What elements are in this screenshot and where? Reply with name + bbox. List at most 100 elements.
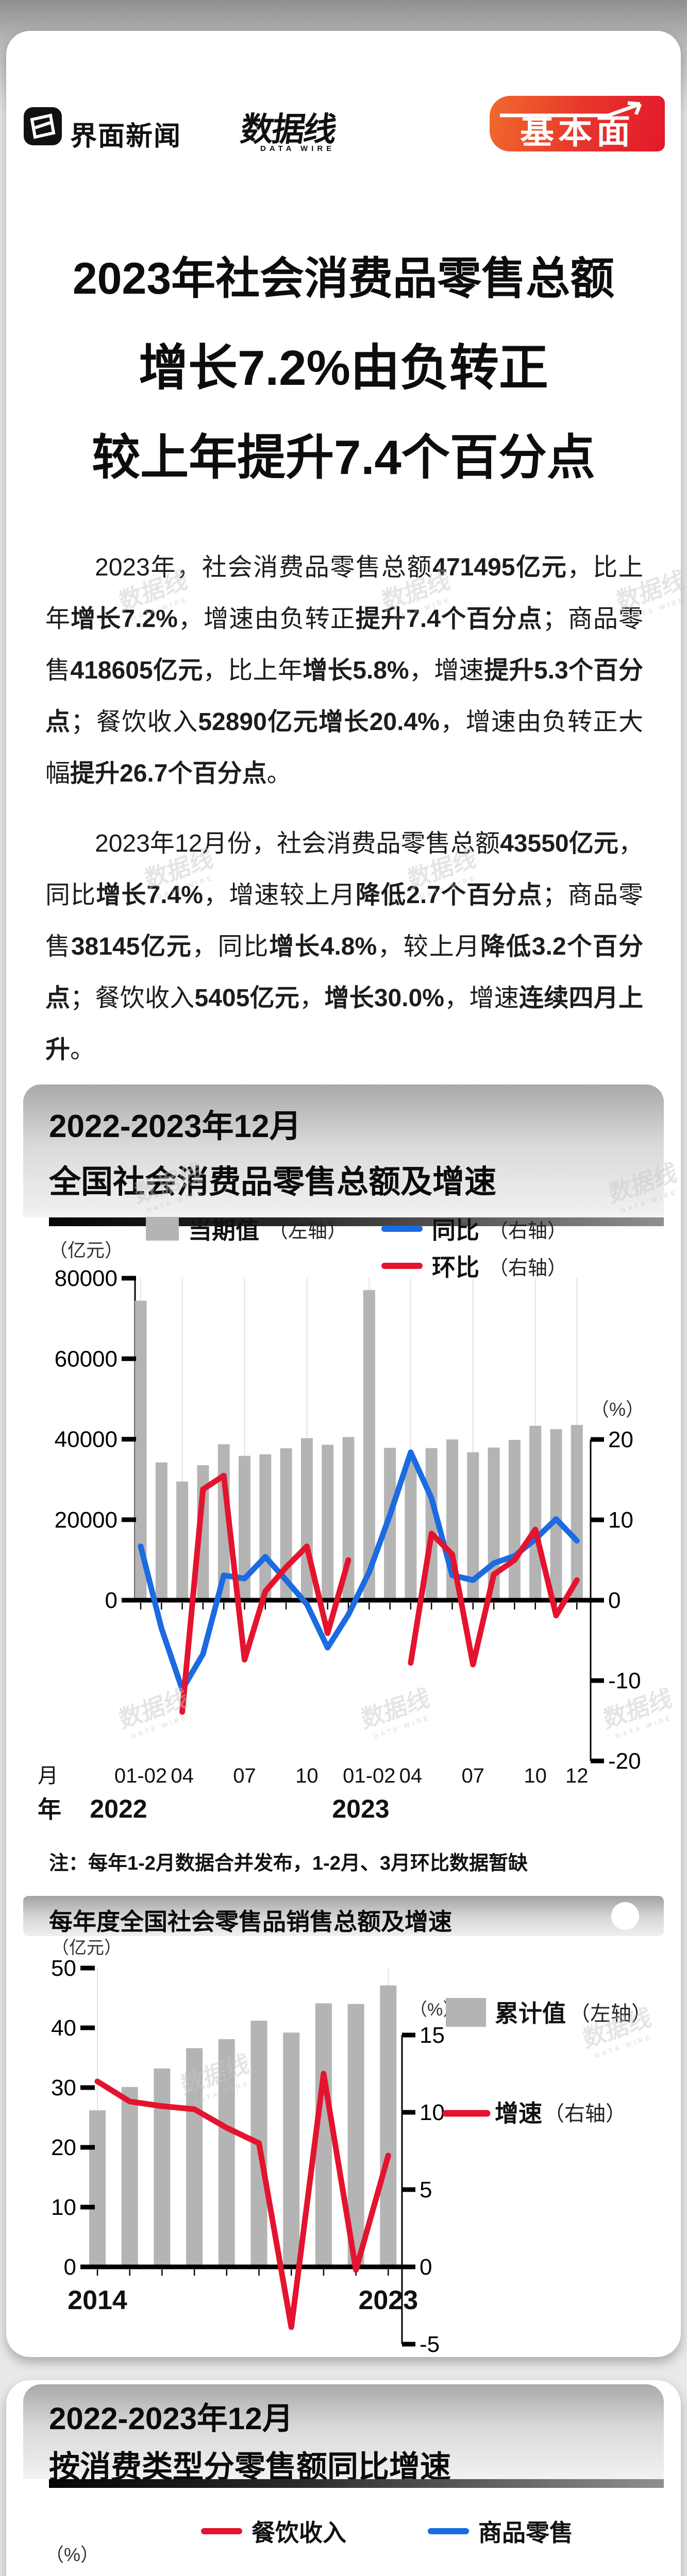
- svg-text:01-02: 01-02: [114, 1765, 167, 1787]
- intro-paragraph-2: 2023年12月份，社会消费品零售总额43550亿元，同比增长7.4%，增速较上…: [45, 818, 643, 1076]
- highlight-value: 连续四月上升: [45, 985, 643, 1063]
- legend-item-商品零售: 商品零售: [428, 2514, 573, 2548]
- highlight-value: 43550亿元: [500, 830, 618, 857]
- svg-text:80000: 80000: [55, 1266, 118, 1291]
- legend-label: 商品零售: [478, 2519, 573, 2546]
- svg-text:01-02: 01-02: [343, 1765, 395, 1787]
- highlight-value: 471495亿元: [432, 554, 567, 581]
- highlight-value: 增长30.0%: [324, 985, 444, 1012]
- svg-text:累计值: 累计值: [495, 2000, 566, 2027]
- svg-text:0: 0: [105, 1588, 118, 1613]
- svg-text:10: 10: [608, 1507, 633, 1533]
- svg-text:20: 20: [51, 2135, 76, 2160]
- legend-label: 环比: [432, 1254, 479, 1281]
- svg-text:0: 0: [64, 2255, 76, 2280]
- legend-item-餐饮收入: 餐饮收入: [201, 2514, 346, 2548]
- legend-item-环比: 环比 （右轴）: [381, 1249, 567, 1283]
- svg-text:60000: 60000: [55, 1346, 118, 1371]
- line-swatch-icon: [381, 1226, 423, 1232]
- body-text: 2023年12月份，社会消费品零售总额: [95, 830, 500, 857]
- bar-swatch-icon: [146, 1217, 179, 1241]
- body-text: ，增速较上月: [203, 882, 356, 909]
- jiemian-news-wordmark: 界面新闻: [70, 122, 182, 151]
- svg-text:40: 40: [51, 2015, 76, 2041]
- svg-text:年: 年: [38, 1796, 61, 1823]
- intro-paragraph-1: 2023年，社会消费品零售总额471495亿元，比上年增长7.2%，增速由负转正…: [45, 542, 643, 800]
- highlight-value: 增长5.8%: [303, 657, 409, 684]
- legend-axis-hint: （左轴）: [269, 1220, 347, 1242]
- legend-label: 同比: [432, 1217, 479, 1244]
- chart1-header-band: 2022-2023年12月 全国社会消费品零售总额及增速: [23, 1084, 664, 1217]
- svg-text:2022: 2022: [90, 1794, 147, 1823]
- body-text: ，比上年: [203, 657, 303, 684]
- body-text: ；商品零售: [45, 605, 643, 684]
- svg-text:-20: -20: [608, 1749, 641, 1774]
- jibenmian-badge-text: 基本面: [520, 112, 634, 150]
- jiemian-glyph-icon: [30, 113, 56, 139]
- svg-text:（亿元）: （亿元）: [52, 1938, 122, 1958]
- body-text: ，比上年: [45, 554, 643, 633]
- line-swatch-icon: [381, 1263, 423, 1269]
- datawire-wordmark: 数据线: [238, 111, 338, 148]
- highlight-value: 降低2.7个百分点: [355, 882, 543, 909]
- page-title-line-3: 较上年提升7.4个百分点: [92, 430, 595, 484]
- highlight-value: 降低3.2个百分点: [45, 933, 643, 1012]
- chart1-title-line-2: 全国社会消费品零售总额及增速: [49, 1164, 497, 1200]
- svg-text:04: 04: [171, 1765, 194, 1787]
- highlight-value: 5405亿元: [194, 985, 300, 1012]
- chart3-left-axis-unit: （%）: [45, 2544, 99, 2565]
- svg-text:10: 10: [524, 1765, 546, 1787]
- svg-text:（%）: （%）: [591, 1399, 644, 1420]
- svg-text:0: 0: [420, 2255, 432, 2280]
- line-swatch-icon: [201, 2528, 242, 2534]
- legend-axis-hint: （右轴）: [489, 1257, 567, 1279]
- highlight-value: 418605亿元: [70, 657, 203, 684]
- section-divider: [49, 1217, 664, 1226]
- body-text: 2023年，社会消费品零售总额: [95, 554, 433, 581]
- svg-text:10: 10: [295, 1765, 319, 1787]
- legend-item-同比: 同比 （右轴）: [381, 1212, 567, 1246]
- highlight-value: 52890亿元增长20.4%: [198, 708, 440, 736]
- svg-text:10: 10: [51, 2195, 76, 2220]
- highlight-value: 增长4.8%: [269, 933, 377, 960]
- svg-text:（右轴）: （右轴）: [544, 2103, 626, 2125]
- chart3-header-band: 2022-2023年12月 按消费类型分零售额同比增速: [23, 2384, 664, 2484]
- highlight-value: 提升5.3个百分点: [45, 657, 643, 736]
- body-text: ，增速由负转正: [177, 605, 356, 633]
- highlight-value: 增长7.4%: [96, 882, 203, 909]
- svg-text:5: 5: [420, 2177, 432, 2202]
- svg-text:20: 20: [608, 1427, 633, 1452]
- datawire-subtitle: DATA WIRE: [260, 144, 336, 153]
- svg-text:07: 07: [233, 1765, 256, 1787]
- badge-arrow-icon: [500, 101, 642, 117]
- section-divider: [49, 2479, 664, 2488]
- svg-text:-5: -5: [420, 2332, 440, 2354]
- body-text: ；餐饮收入: [70, 985, 195, 1012]
- svg-text:07: 07: [462, 1765, 485, 1787]
- legend-label: 当期值: [188, 1217, 259, 1244]
- svg-text:增速: 增速: [495, 2100, 542, 2127]
- body-text: ，: [299, 985, 325, 1012]
- jiemian-news-logo-icon: [24, 107, 62, 145]
- body-text: ，较上月: [377, 933, 481, 960]
- svg-text:50: 50: [56, 2572, 82, 2576]
- svg-text:12: 12: [565, 1765, 589, 1787]
- legend-label: 餐饮收入: [252, 2519, 346, 2546]
- body-text: ，增速由负转正大幅: [45, 708, 643, 787]
- svg-text:2023: 2023: [358, 2285, 418, 2315]
- svg-text:20000: 20000: [55, 1507, 118, 1533]
- svg-text:（左轴）: （左轴）: [569, 2003, 652, 2025]
- svg-text:15: 15: [420, 2023, 445, 2048]
- svg-text:50: 50: [51, 1956, 76, 1981]
- chart-monthly-by-type-yoy: -30-20-1001020304050月01-0204071001-02040…: [56, 2572, 82, 2576]
- svg-text:2023: 2023: [332, 1794, 389, 1823]
- body-text: ，增速: [409, 657, 484, 684]
- body-text: ；餐饮收入: [71, 708, 198, 736]
- svg-text:30: 30: [51, 2075, 76, 2100]
- svg-text:10: 10: [420, 2100, 445, 2125]
- body-text: ，增速: [444, 985, 519, 1012]
- highlight-value: 增长7.2%: [71, 605, 178, 633]
- chart1-note: 注：每年1-2月数据合并发布，1-2月、3月环比数据暂缺: [49, 1853, 528, 1874]
- line-swatch-icon: [428, 2528, 469, 2534]
